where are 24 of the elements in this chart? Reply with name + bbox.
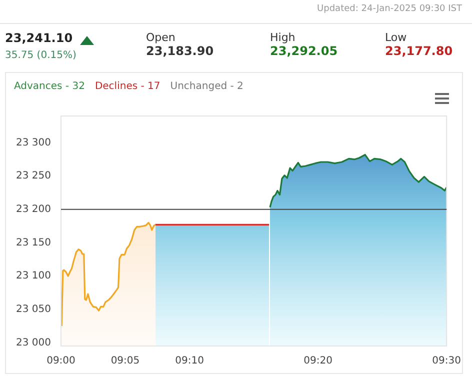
text: Advances - 32: [14, 81, 85, 92]
text: 35.75 (0.15%): [5, 50, 76, 61]
text: 23,183.90: [146, 44, 214, 58]
y-tick-label: 23 050: [16, 304, 51, 315]
y-tick-label: 23 200: [16, 204, 51, 215]
text: Updated: 24-Jan-2025 09:30 IST: [317, 4, 462, 14]
x-tick-label: 09:00: [46, 356, 76, 367]
text: Low: [385, 31, 407, 44]
x-tick-label: 09:30: [432, 356, 462, 367]
text: Declines - 17: [94, 81, 160, 92]
text: 23,292.05: [270, 44, 338, 58]
x-tick-label: 09:10: [175, 356, 204, 367]
y-tick-label: 23 000: [16, 337, 51, 348]
text: Unchanged - 2: [170, 81, 244, 92]
text: 23,177.80: [385, 44, 453, 58]
x-tick-label: 09:20: [304, 356, 332, 367]
text: 23,241.10: [5, 31, 73, 45]
y-tick-label: 23 150: [16, 237, 51, 248]
text: Open: [146, 31, 176, 44]
x-tick-label: 09:05: [110, 356, 140, 367]
y-tick-label: 23 300: [16, 137, 51, 148]
text: High: [270, 31, 296, 44]
y-tick-label: 23 100: [16, 270, 51, 282]
y-tick-label: 23 250: [16, 170, 51, 182]
